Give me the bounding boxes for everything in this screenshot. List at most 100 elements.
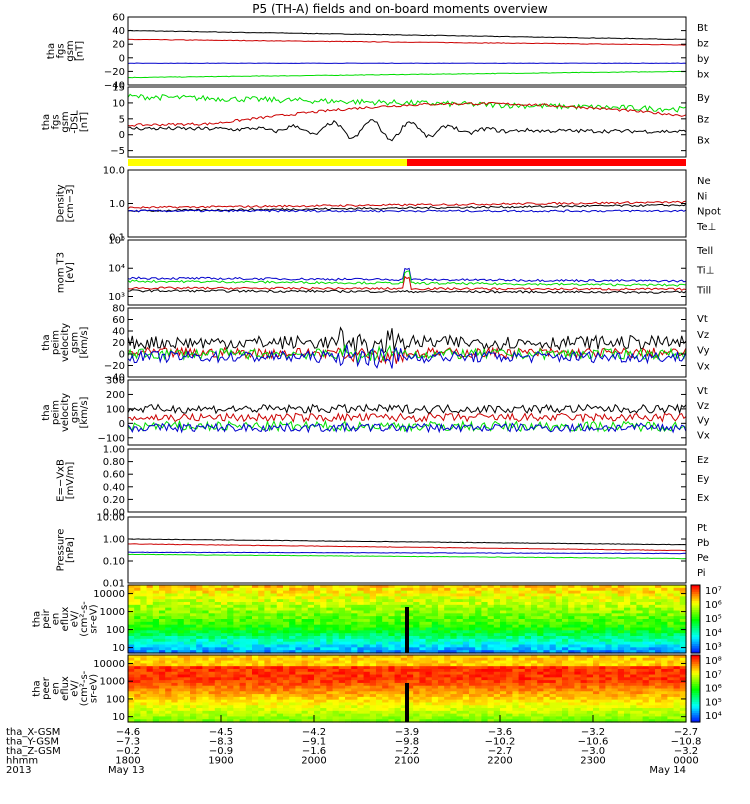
series-line-Ne xyxy=(128,201,686,208)
panel-frame xyxy=(128,308,686,377)
legend-entry: Pb xyxy=(697,538,709,549)
y-tick-label: 20 xyxy=(112,40,125,51)
y-tick-label: 1.00 xyxy=(103,535,125,546)
panel-peim-velocity: 806040200−20−40thapeimvelocitygsm[km/s]V… xyxy=(41,304,710,384)
y-tick-label: 10³ xyxy=(108,292,125,303)
status-bar-segment xyxy=(128,159,407,166)
legend-entry: Bt xyxy=(697,23,708,34)
legend-entry: Vy xyxy=(697,416,710,427)
colorbar-tick-label: 10³ xyxy=(705,642,722,653)
legend-entry: Vz xyxy=(697,401,709,412)
y-axis-label: [km/s] xyxy=(79,326,90,358)
y-tick-label: 0.10 xyxy=(103,557,125,568)
y-tick-label: 0.60 xyxy=(103,470,125,481)
series-line-by xyxy=(128,71,686,77)
y-tick-label: 40 xyxy=(112,26,125,37)
series-line-Bt xyxy=(128,30,686,39)
y-axis-label: sr-eV) xyxy=(89,604,100,633)
y-tick-label: 1000 xyxy=(100,677,125,688)
y-tick-label: 1000 xyxy=(100,607,125,618)
y-axis-label: [nT] xyxy=(79,112,90,132)
y-axis-label: [nT] xyxy=(74,41,85,61)
series-line-Bx xyxy=(128,120,686,141)
y-tick-label: 100 xyxy=(106,625,125,636)
y-tick-label: 300 xyxy=(106,376,125,387)
series-line-Pb xyxy=(128,544,686,551)
legend-entry: bz xyxy=(697,39,709,50)
y-tick-label: 100 xyxy=(106,404,125,415)
colorbar-tick-label: 10⁷ xyxy=(705,670,722,681)
series-line-Npot xyxy=(128,210,686,212)
y-tick-label: −20 xyxy=(104,361,125,372)
legend-entry: Till xyxy=(696,285,711,296)
y-axis-label: [mV/m] xyxy=(65,462,76,500)
y-axis-label: [eV] xyxy=(65,262,76,283)
colorbar-tick-label: 10⁶ xyxy=(705,600,722,611)
y-tick-label: 0.20 xyxy=(103,495,125,506)
colorbar-tick-label: 10⁵ xyxy=(705,614,722,625)
footer-row-label: 2013 xyxy=(6,765,31,776)
legend-entry: Pi xyxy=(697,568,706,579)
colorbar-tick-label: 10⁴ xyxy=(705,628,722,639)
y-tick-label: 10 xyxy=(112,98,125,109)
panel-peim-velocity-2: 3002001000−100thapeimvelocitygsm[km/s]Vt… xyxy=(41,376,710,446)
panel-frame xyxy=(128,517,686,583)
panel-frame xyxy=(128,240,686,305)
legend-entry: Vy xyxy=(697,346,710,357)
y-axis-label: [nPa] xyxy=(65,537,76,563)
y-tick-label: 60 xyxy=(112,13,125,24)
y-tick-label: 0 xyxy=(119,53,125,64)
legend-entry: Vx xyxy=(697,361,710,372)
legend-entry: Ti⊥ xyxy=(696,266,714,277)
series-line-Pt xyxy=(128,539,686,545)
y-axis-label: [km/s] xyxy=(79,396,90,428)
y-tick-label: 40 xyxy=(112,327,125,338)
y-tick-label: 20 xyxy=(112,338,125,349)
y-tick-label: 10000 xyxy=(93,589,125,600)
y-tick-label: −5 xyxy=(110,146,125,157)
y-axis-label: [cm−3] xyxy=(65,185,76,223)
y-tick-label: 0.80 xyxy=(103,457,125,468)
y-axis-label: sr-eV) xyxy=(89,674,100,703)
chart-title: P5 (TH-A) fields and on-board moments ov… xyxy=(252,2,548,16)
legend-entry: Vz xyxy=(697,330,709,341)
y-tick-label: 10⁵ xyxy=(108,236,125,247)
footer-value: May 14 xyxy=(649,765,686,776)
footer-value: 2000 xyxy=(301,756,326,767)
colorbar-tick-label: 10⁵ xyxy=(705,697,722,708)
footer-value: 2200 xyxy=(487,756,512,767)
series-line-Ti⊥ xyxy=(128,268,686,282)
legend-entry: Bx xyxy=(697,136,710,147)
y-tick-label: −100 xyxy=(98,433,125,444)
y-tick-label: 0.40 xyxy=(103,482,125,493)
colorbar-tick-label: 10⁶ xyxy=(705,684,722,695)
series-line-Vt xyxy=(128,405,686,414)
series-line-By xyxy=(128,94,686,112)
y-tick-label: −20 xyxy=(104,67,125,78)
legend-entry: Ne xyxy=(697,176,711,187)
series-line-bz xyxy=(128,39,686,45)
legend-entry: Tell xyxy=(696,246,713,257)
y-tick-label: 0 xyxy=(119,350,125,361)
legend-entry: by xyxy=(697,54,709,65)
legend-entry: By xyxy=(697,93,710,104)
legend-entry: Pt xyxy=(697,523,707,534)
series-line-Pi xyxy=(128,552,686,554)
series-line-Vy xyxy=(128,421,686,431)
panel-frame xyxy=(128,170,686,237)
y-tick-label: 10 xyxy=(112,643,125,654)
data-gap-bar xyxy=(405,607,409,653)
y-tick-label: 80 xyxy=(112,304,125,315)
colorbar-tick-label: 10⁷ xyxy=(705,586,722,597)
legend-entry: Te⊥ xyxy=(696,222,716,233)
y-tick-label: 0 xyxy=(119,130,125,141)
y-tick-label: 1.0 xyxy=(109,199,125,210)
y-tick-label: 5 xyxy=(119,114,125,125)
y-tick-label: 10000 xyxy=(93,659,125,670)
y-tick-label: 200 xyxy=(106,390,125,401)
series-line-Vz xyxy=(128,413,686,421)
y-tick-label: 1.00 xyxy=(103,445,125,456)
